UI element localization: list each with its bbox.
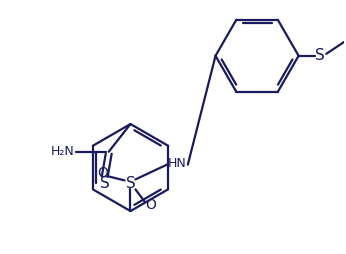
Text: HN: HN [168,157,187,170]
Text: S: S [316,48,325,63]
Text: O: O [145,198,156,212]
Text: S: S [100,176,110,191]
Text: H₂N: H₂N [51,145,74,158]
Text: O: O [97,166,108,181]
Text: S: S [126,176,135,191]
